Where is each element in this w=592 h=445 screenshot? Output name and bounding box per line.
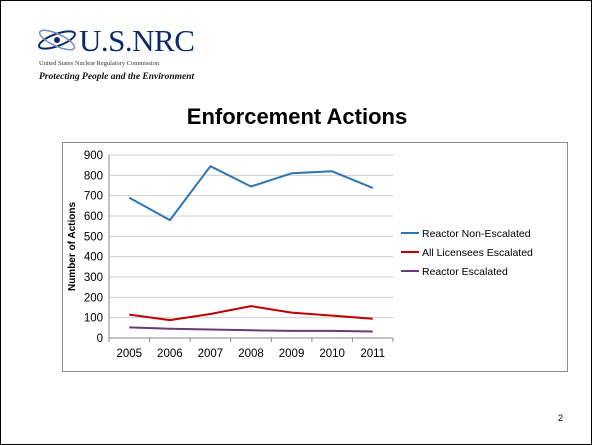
y-tick-label: 0	[97, 333, 103, 345]
legend-label: All Licensees Escalated	[422, 247, 533, 259]
series-line-2	[129, 305, 373, 322]
x-tick-label: 2010	[319, 348, 345, 360]
y-tick-label: 200	[84, 292, 103, 304]
enforcement-line-chart: 0 100 200 300 400 500 600 700 800 900 2005 2006 2007…	[67, 150, 533, 360]
slide-title: Enforcement Actions	[186, 104, 408, 129]
y-tick-label: 700	[84, 191, 103, 203]
logo-wordmark: U.S.NRC	[79, 23, 195, 58]
x-tick-label: 2006	[157, 348, 183, 360]
y-tick-label: 400	[84, 252, 103, 264]
y-tick-label: 500	[84, 231, 103, 243]
x-tick-label: 2005	[116, 348, 142, 360]
y-tick-label: 300	[84, 272, 103, 284]
legend-label: Reactor Non-Escalated	[422, 228, 531, 240]
legend-label: Reactor Escalated	[422, 266, 508, 278]
logo-tagline: Protecting People and the Environment	[39, 72, 195, 82]
x-tick-label: 2009	[279, 348, 305, 360]
x-tick-label: 2008	[238, 348, 264, 360]
y-tick-label: 100	[84, 313, 103, 325]
y-axis-title: Number of Actions	[67, 202, 78, 292]
y-tick-label: 800	[84, 170, 103, 182]
atom-logo-icon	[38, 29, 76, 51]
nrc-logo: U.S.NRC United States Nuclear Regulatory…	[33, 23, 223, 87]
series-line-3	[129, 326, 373, 333]
series-line-1	[128, 165, 374, 222]
x-tick-label: 2011	[360, 348, 385, 360]
x-tick-label: 2007	[198, 348, 224, 360]
page-number: 2	[557, 413, 563, 423]
logo-subtitle: United States Nuclear Regulatory Commiss…	[39, 60, 159, 67]
chart-frame: 0 100 200 300 400 500 600 700 800 900 2005 2006 2007…	[62, 142, 568, 372]
y-tick-label: 900	[84, 150, 103, 162]
y-tick-label: 600	[84, 211, 103, 223]
